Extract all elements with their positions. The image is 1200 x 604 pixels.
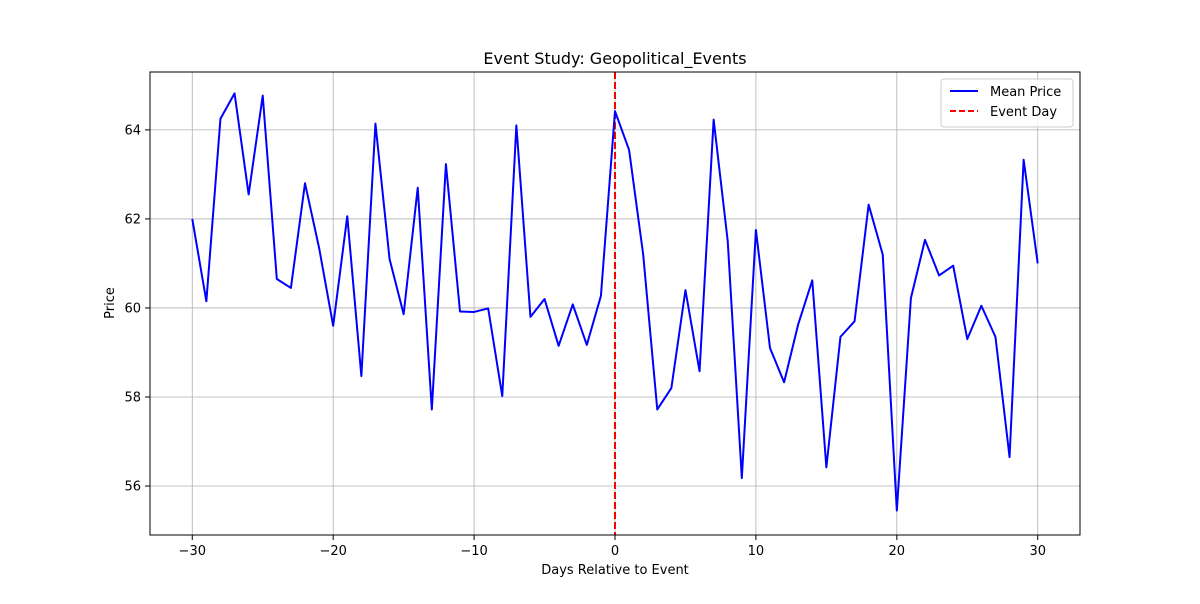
x-tick-label: 10 xyxy=(748,544,765,559)
y-tick-label: 62 xyxy=(124,212,141,227)
y-tick-label: 60 xyxy=(124,301,141,316)
y-tick-label: 64 xyxy=(124,123,141,138)
x-tick-label: −30 xyxy=(179,544,206,559)
x-axis-label: Days Relative to Event xyxy=(541,563,689,578)
y-tick-label: 58 xyxy=(124,390,141,405)
x-tick-label: −20 xyxy=(319,544,346,559)
legend-label-event-day: Event Day xyxy=(990,105,1057,120)
x-tick-label: 30 xyxy=(1029,544,1046,559)
y-axis-label: Price xyxy=(103,287,118,319)
chart-title: Event Study: Geopolitical_Events xyxy=(483,49,746,69)
legend-label-mean-price: Mean Price xyxy=(990,85,1061,100)
x-tick-label: 0 xyxy=(611,544,619,559)
x-tick-label: −10 xyxy=(460,544,487,559)
y-tick-label: 56 xyxy=(124,480,141,495)
x-tick-label: 20 xyxy=(889,544,906,559)
legend: Mean Price Event Day xyxy=(941,79,1073,127)
